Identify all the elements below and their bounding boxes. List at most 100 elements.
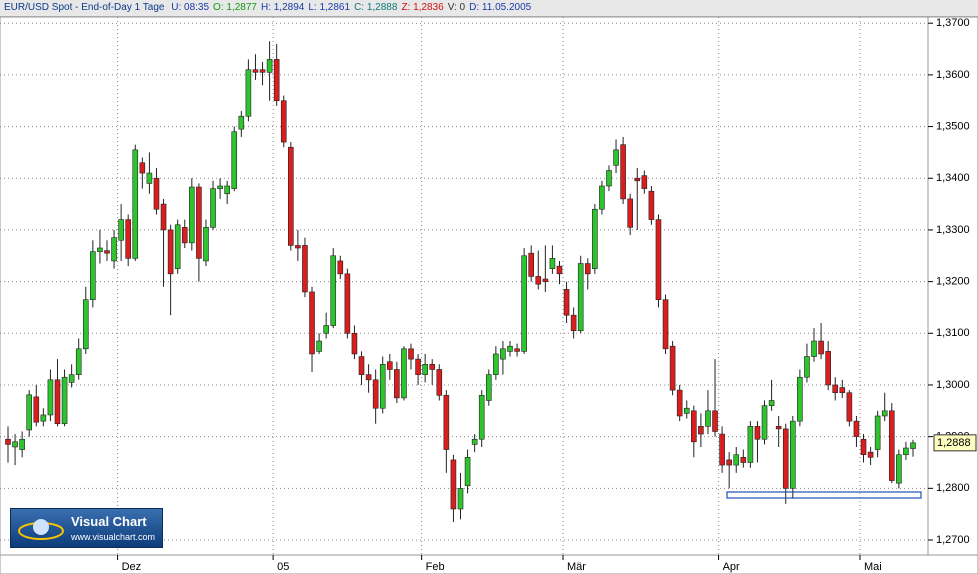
y-tick-label: 1,3200 xyxy=(936,276,970,288)
candle-body xyxy=(867,451,874,458)
candle-body xyxy=(768,400,775,406)
candle-body xyxy=(33,396,40,423)
candle-body xyxy=(811,340,817,357)
candle-body xyxy=(577,263,584,332)
y-tick-label: 1,3500 xyxy=(936,120,970,132)
candle-body xyxy=(655,219,662,300)
candle-body xyxy=(775,426,782,430)
candle-body xyxy=(344,273,351,334)
candle-body xyxy=(613,149,619,166)
header-field: D: 11.05.2005 xyxy=(469,2,532,13)
candle-body xyxy=(266,59,273,73)
y-tick-label: 1,3600 xyxy=(936,69,970,81)
candle-body xyxy=(698,426,704,435)
candle-body xyxy=(726,459,732,466)
candle-body xyxy=(90,251,96,300)
candle-body xyxy=(825,351,831,386)
y-tick-label: 1,3000 xyxy=(936,379,970,391)
candle-body xyxy=(860,438,867,456)
candle-body xyxy=(295,245,301,249)
header-field: U: 08:35 xyxy=(171,2,210,13)
candle-body xyxy=(641,175,648,189)
logo-name: Visual Chart xyxy=(71,514,147,529)
candle-body xyxy=(12,441,18,448)
logo-icon xyxy=(18,519,64,540)
candle-body xyxy=(146,172,153,184)
logo: Visual Chart www.visualchart.com xyxy=(10,508,163,548)
candle-body xyxy=(167,229,174,275)
candle-body xyxy=(648,190,655,220)
candle-body xyxy=(394,369,400,399)
candle-body xyxy=(273,59,280,102)
candle-body xyxy=(888,410,895,481)
candle-body xyxy=(245,69,252,117)
candle-body xyxy=(68,374,75,383)
candle-body xyxy=(712,410,718,432)
candle-body xyxy=(691,410,697,443)
header-field: O: 1,2877 xyxy=(213,2,257,13)
candle-body xyxy=(75,348,82,375)
y-axis-area xyxy=(927,16,978,556)
candle-body xyxy=(302,245,308,293)
candle-body xyxy=(189,186,195,244)
x-tick-label: Feb xyxy=(426,561,445,573)
candle-body xyxy=(217,185,223,189)
candle-body xyxy=(881,410,888,417)
candle-body xyxy=(514,348,520,352)
candle-body xyxy=(740,457,747,463)
x-tick-label: Dez xyxy=(122,561,142,573)
header-field: H: 1,2894 xyxy=(260,2,305,13)
candle-body xyxy=(61,376,68,425)
candle-body xyxy=(401,348,407,399)
candle-body xyxy=(174,224,181,269)
candle-body xyxy=(570,314,577,332)
candle-body xyxy=(97,247,103,252)
candle-body xyxy=(450,459,457,510)
candle-body xyxy=(5,438,11,445)
candle-body xyxy=(386,361,393,370)
candle-body xyxy=(782,428,789,489)
candle-body xyxy=(797,376,803,422)
candle-body xyxy=(436,369,443,396)
candle-body xyxy=(337,260,344,275)
candle-body xyxy=(535,276,542,285)
price-marker xyxy=(933,434,977,452)
candle-body xyxy=(408,348,414,360)
candle-body xyxy=(443,395,450,450)
candle-body xyxy=(372,379,379,409)
candle-body xyxy=(118,219,124,241)
plot-area xyxy=(0,16,929,556)
candle-body xyxy=(549,258,556,269)
candle-body xyxy=(804,356,810,378)
candle-body xyxy=(563,289,570,316)
candle-body xyxy=(846,392,853,422)
header-title: EUR/USD Spot - End-of-Day 1 Tage xyxy=(4,2,165,13)
candle-body xyxy=(556,265,563,275)
candle-body xyxy=(54,379,61,425)
candle-body xyxy=(761,405,768,440)
candle-body xyxy=(252,69,259,73)
price-marker-label: 1,2888 xyxy=(937,437,971,449)
candle-body xyxy=(620,144,626,200)
candle-body xyxy=(592,208,598,269)
y-tick-label: 1,3100 xyxy=(936,327,970,339)
candle-body xyxy=(493,353,499,375)
candle-body xyxy=(485,374,492,401)
candle-body xyxy=(309,291,315,355)
logo-url: www.visualchart.com xyxy=(71,532,156,542)
candle-body xyxy=(47,379,54,416)
candle-body xyxy=(634,177,641,182)
candle-body xyxy=(521,255,527,352)
candle-body xyxy=(606,170,612,187)
candle-body xyxy=(903,447,909,456)
candle-body xyxy=(351,332,358,355)
candle-body xyxy=(754,426,761,440)
candle-body xyxy=(330,255,337,326)
candle-body xyxy=(132,149,139,259)
candle-body xyxy=(429,363,436,370)
header-field: C: 1,2888 xyxy=(354,2,398,13)
candle-body xyxy=(910,442,916,449)
y-tick-label: 1,2700 xyxy=(936,534,970,546)
